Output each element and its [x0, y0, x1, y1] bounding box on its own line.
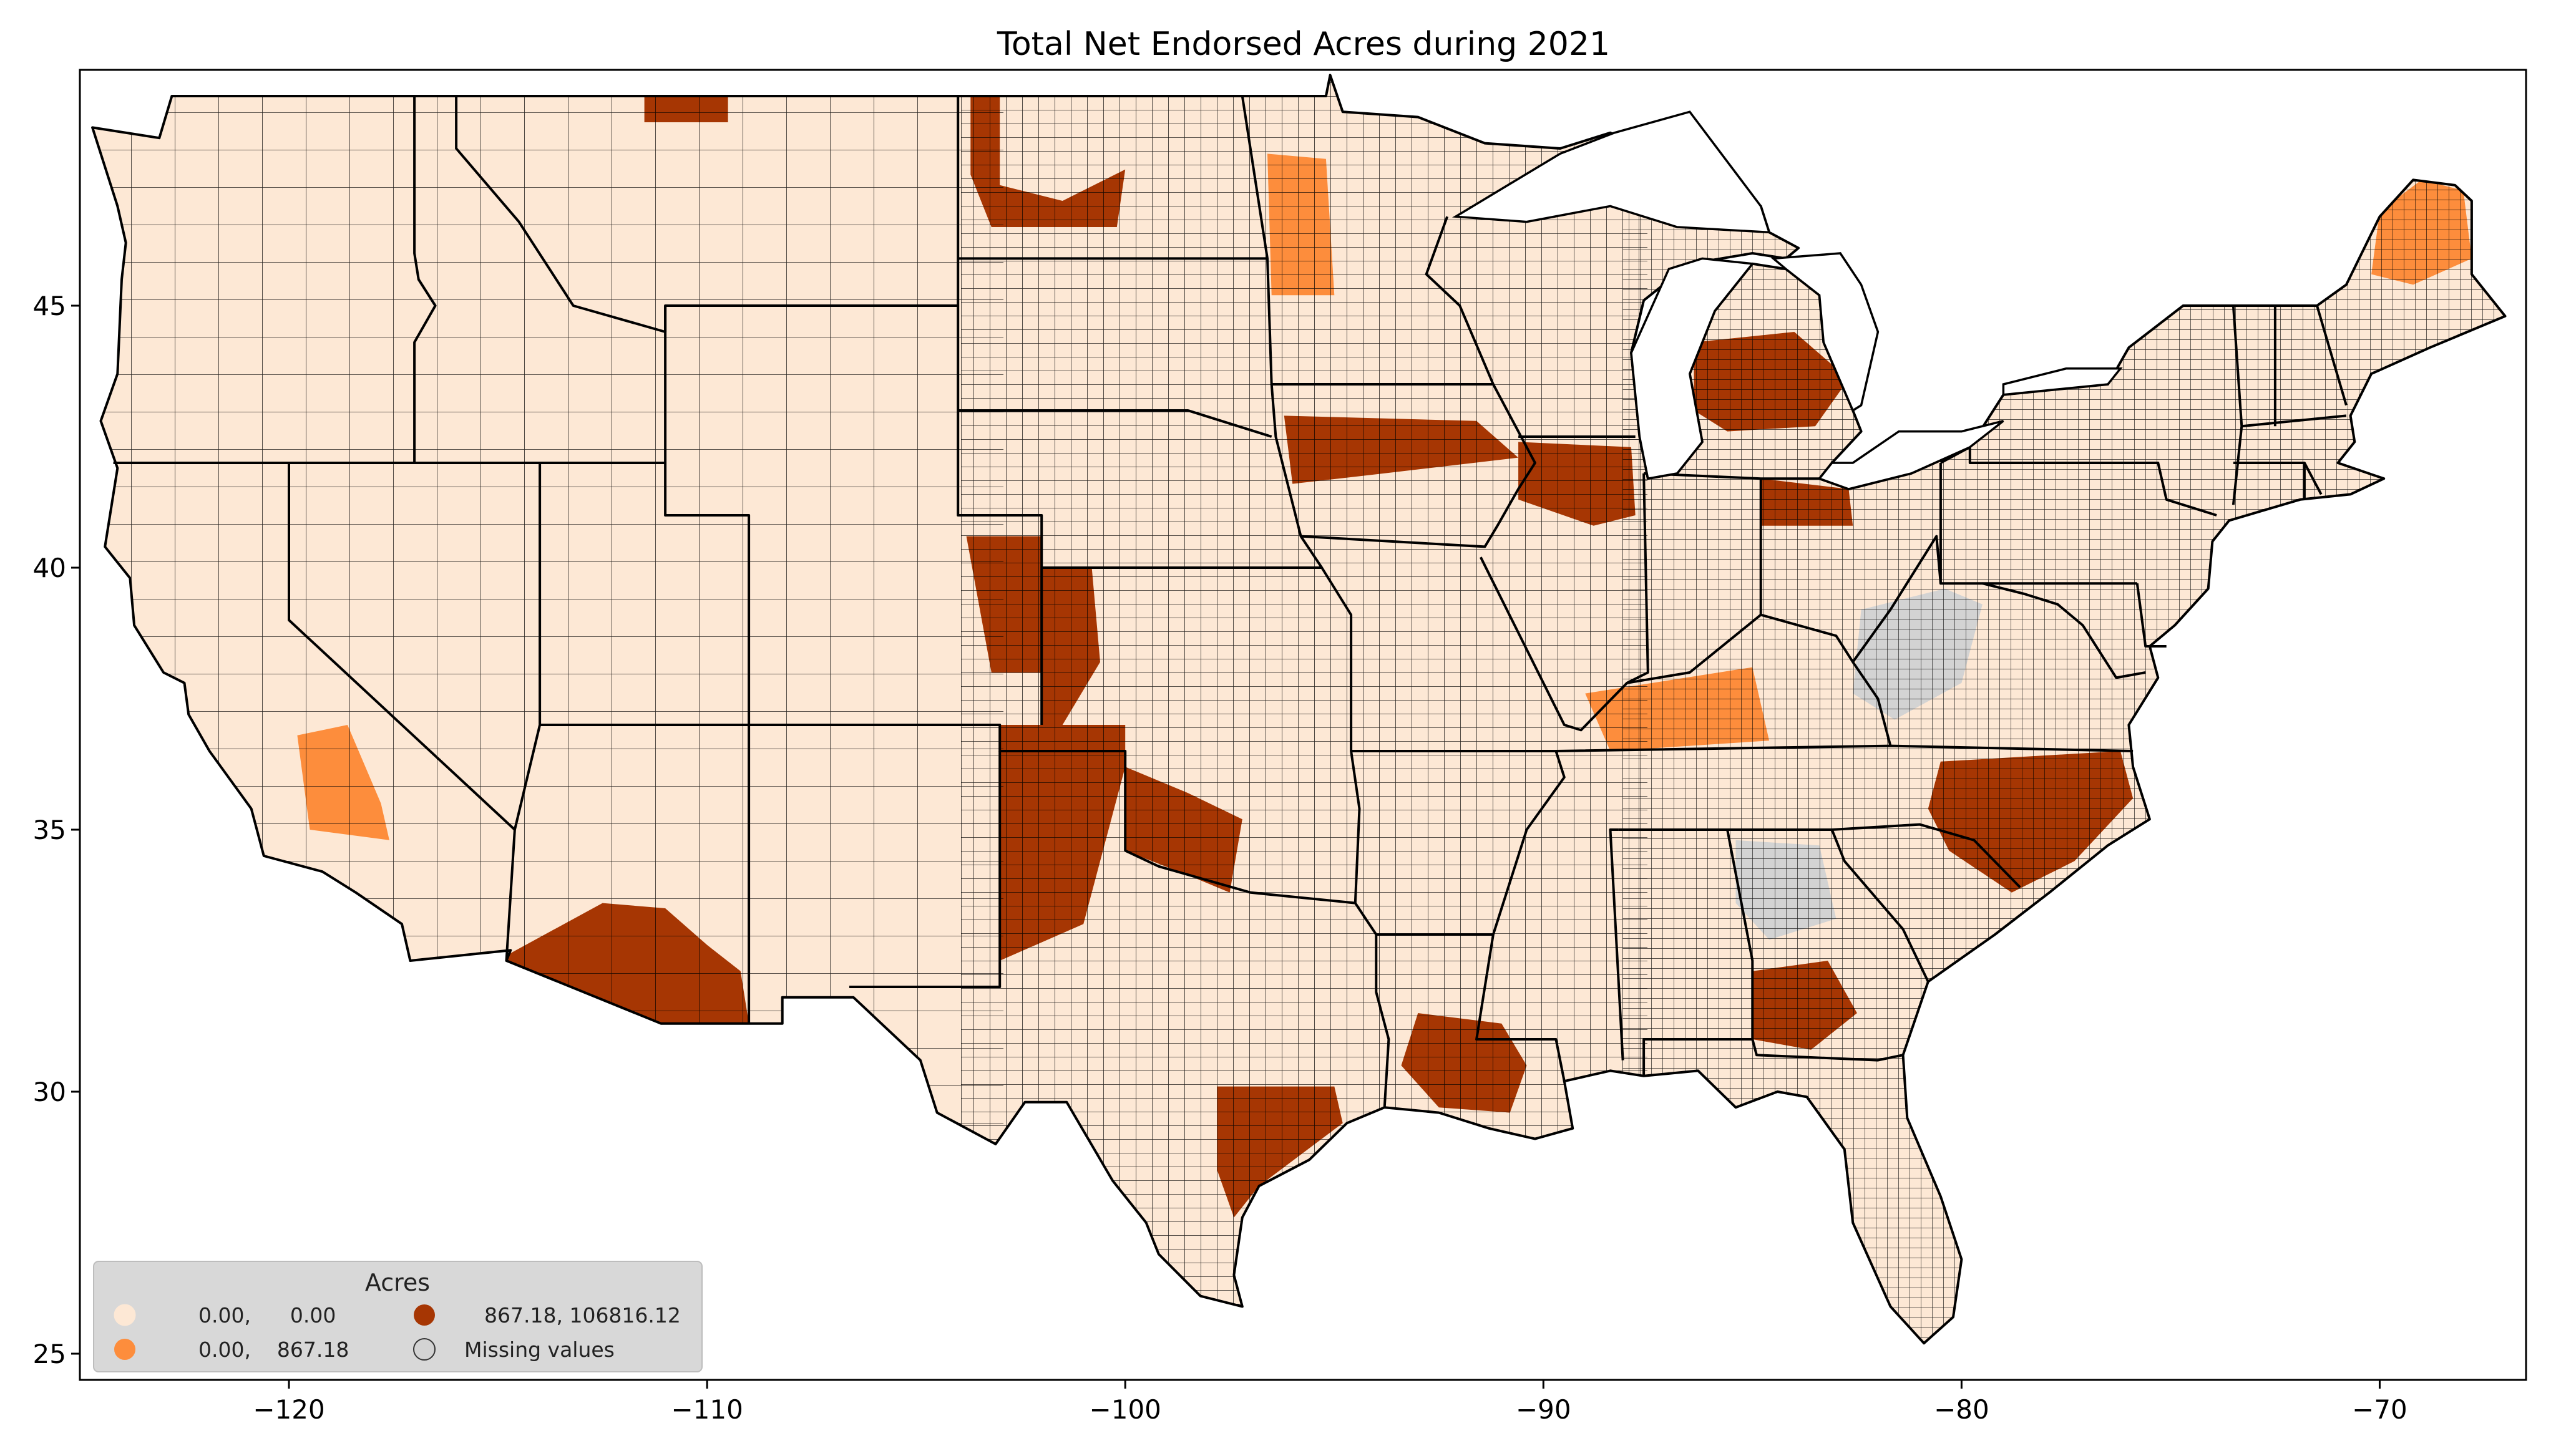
state-border-16: [1480, 473, 1649, 732]
state-border-33: [2135, 583, 2167, 648]
legend-marker-missing: [413, 1338, 436, 1361]
state-border-2: [288, 463, 516, 831]
state-border-17: [1351, 750, 1566, 1082]
chart-title: Total Net Endorsed Acres during 2021: [997, 26, 1610, 63]
state-border-25: [1830, 829, 1929, 983]
state-border-37: [2241, 414, 2347, 428]
state-border-6: [957, 96, 1043, 725]
state-border-7: [540, 724, 1377, 936]
x-tick-label: −90: [1516, 1394, 1571, 1425]
x-tick-label: −120: [253, 1394, 324, 1425]
legend-marker-high: [414, 1304, 435, 1326]
y-tick-label: 25: [33, 1339, 66, 1369]
state-border-36: [2316, 305, 2348, 406]
state-border-22: [1618, 823, 2021, 888]
state-border-12: [1241, 95, 1493, 386]
y-tick-label: 30: [33, 1077, 66, 1107]
state-border-8: [849, 751, 1002, 988]
state-border-0: [413, 96, 437, 463]
state-border-20: [1609, 828, 1624, 1060]
y-tick-label: 40: [33, 553, 66, 583]
state-border-14: [1300, 216, 1536, 548]
legend-label-high: 867.18, 106816.12: [484, 1303, 681, 1327]
state-border-24: [1751, 1039, 1904, 1062]
y-tick-label: 35: [33, 815, 66, 845]
state-border-27: [1644, 472, 1820, 480]
state-border-5: [455, 96, 958, 333]
x-tick-label: −100: [1090, 1394, 1161, 1425]
legend: Acres 0.00, 0.00 0.00, 867.18 867.18, 10…: [93, 1261, 703, 1372]
legend-marker-mid: [114, 1339, 135, 1360]
y-axis: 25 30 35 40 45: [33, 291, 80, 1369]
legend-label-low: 0.00, 0.00: [198, 1303, 336, 1327]
state-border-10: [958, 409, 1272, 438]
legend-box: [93, 1261, 703, 1372]
state-border-3: [505, 463, 542, 961]
legend-title: Acres: [365, 1269, 430, 1296]
state-border-28: [1626, 613, 1892, 747]
state-border-13: [1270, 384, 1361, 903]
state-border-4: [664, 306, 751, 1024]
legend-label-missing: Missing values: [464, 1337, 615, 1362]
y-tick-label: 45: [33, 291, 66, 321]
legend-marker-low: [114, 1304, 136, 1326]
great-lakes: [1451, 110, 2123, 490]
state-border-29: [1939, 463, 2137, 585]
state-border-19: [1375, 934, 1390, 1108]
x-tick-label: −110: [671, 1394, 743, 1425]
state-border-31: [1851, 535, 1942, 663]
x-tick-label: −70: [2352, 1394, 2407, 1425]
legend-label-mid: 0.00, 867.18: [198, 1337, 349, 1362]
x-axis: −120 −110 −100 −90 −80 −70: [253, 1380, 2407, 1425]
x-tick-label: −80: [1934, 1394, 1989, 1425]
state-border-32: [1982, 582, 2146, 679]
